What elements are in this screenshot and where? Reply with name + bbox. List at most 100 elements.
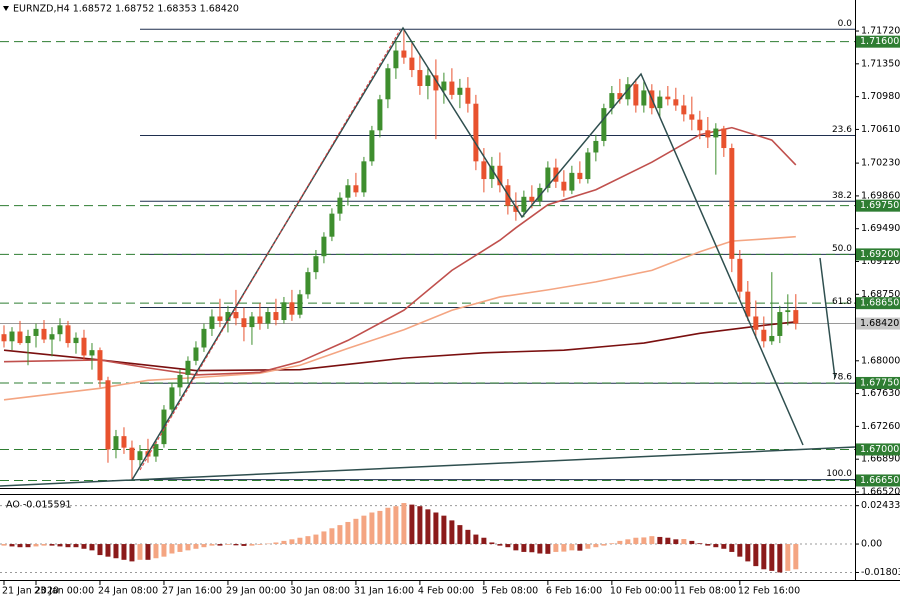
candle-body <box>753 316 759 330</box>
candle-body <box>353 185 359 193</box>
ao-bar <box>385 507 391 545</box>
moving-average <box>3 320 796 372</box>
ao-bar <box>481 537 487 545</box>
candle-body <box>697 119 703 131</box>
ao-bar <box>177 544 183 552</box>
candle-body <box>657 96 663 109</box>
last-price-label: 1.68420 <box>860 318 899 329</box>
ao-bar <box>25 544 31 548</box>
candle-body <box>473 103 479 162</box>
fib-label: 50.0 <box>832 244 852 254</box>
level-box <box>856 376 900 389</box>
candle-body <box>9 331 15 342</box>
ao-bar <box>721 544 727 549</box>
ao-bar <box>97 544 103 556</box>
candle-body <box>761 329 767 342</box>
level-label: 1.67750 <box>860 377 899 388</box>
ao-bar <box>321 531 327 545</box>
x-tick-label: 11 Feb 08:00 <box>674 586 736 597</box>
candle-body <box>705 130 711 138</box>
candle-body <box>217 316 223 321</box>
under-layer <box>0 28 855 573</box>
ao-bar <box>17 544 23 548</box>
ao-bar <box>401 503 407 545</box>
level-box <box>856 297 900 310</box>
y-tick-label: 1.69860 <box>861 190 900 201</box>
ao-bar <box>161 544 167 557</box>
ao-bar <box>601 544 607 546</box>
ao-bar <box>337 525 343 545</box>
candle-body <box>105 380 111 450</box>
ao-bar <box>225 544 231 545</box>
candle-body <box>321 236 327 257</box>
ao-bar <box>377 510 383 545</box>
ao-bar <box>649 536 655 545</box>
ao-bar <box>793 544 799 570</box>
ao-bar <box>41 544 47 546</box>
ao-bar <box>545 544 551 554</box>
ao-bar <box>65 544 71 548</box>
y-tick-label: 1.70610 <box>861 124 900 135</box>
candle-body <box>689 114 695 120</box>
candle-body <box>201 328 207 348</box>
level-label: 1.67000 <box>860 444 899 455</box>
candle-body <box>89 350 95 356</box>
ao-bar <box>513 544 519 551</box>
ao-bar <box>33 544 39 547</box>
ao-bar <box>521 544 527 552</box>
candle-body <box>345 185 351 198</box>
x-tick-label: 24 Jan 08:00 <box>98 586 158 597</box>
drawings <box>0 26 856 487</box>
ao-bar <box>201 544 207 548</box>
ao-bar <box>289 539 295 545</box>
y-tick-label: 1.70230 <box>861 158 900 169</box>
candle-body <box>297 294 303 315</box>
last-price-box <box>856 317 900 330</box>
ao-bar <box>633 537 639 545</box>
y-tick-label: 1.69490 <box>861 223 900 234</box>
y-tick-label: 1.68000 <box>861 355 900 366</box>
candle-body <box>169 387 175 410</box>
candle-body <box>129 447 135 461</box>
ao-bar <box>1 544 7 546</box>
ao-bar <box>145 544 151 560</box>
level-box <box>856 474 900 487</box>
ao-bar <box>641 537 647 545</box>
candle-body <box>97 350 103 381</box>
ao-bar <box>49 544 55 546</box>
candle-body <box>665 96 671 100</box>
ao-bar <box>217 544 223 546</box>
candle-body <box>729 148 735 259</box>
ao-bar <box>489 542 495 545</box>
ao-bar <box>497 544 503 546</box>
ao-bar <box>761 544 767 570</box>
candle-body <box>25 335 31 344</box>
level-box <box>856 248 900 261</box>
candle-body <box>273 312 279 321</box>
candle-body <box>449 81 455 95</box>
ao-bar <box>209 544 215 546</box>
level-label: 1.68650 <box>860 298 899 309</box>
ao-bar <box>569 544 575 551</box>
ao-bar <box>785 544 791 571</box>
x-tick-label: 21 Jan 2020 <box>2 586 59 597</box>
marks-layer <box>1 29 799 573</box>
ao-bar <box>697 543 703 545</box>
ao-bar <box>473 534 479 545</box>
candle-body <box>713 128 719 138</box>
ao-bar <box>73 544 79 548</box>
ao-bar <box>673 539 679 545</box>
ao-bar <box>537 544 543 554</box>
candle-body <box>481 161 487 180</box>
ao-bar <box>433 512 439 545</box>
fib-label: 100.0 <box>826 469 852 479</box>
ao-bar <box>457 525 463 545</box>
candle-body <box>625 84 631 100</box>
y-tick-label: 1.70980 <box>861 91 900 102</box>
y-tick-label: 0.00 <box>861 539 882 550</box>
ao-bar <box>353 518 359 545</box>
candle-body <box>401 50 407 58</box>
ao-bar <box>113 544 119 559</box>
fib-label: 78.6 <box>832 373 852 383</box>
x-tick-label: 10 Feb 00:00 <box>610 586 672 597</box>
